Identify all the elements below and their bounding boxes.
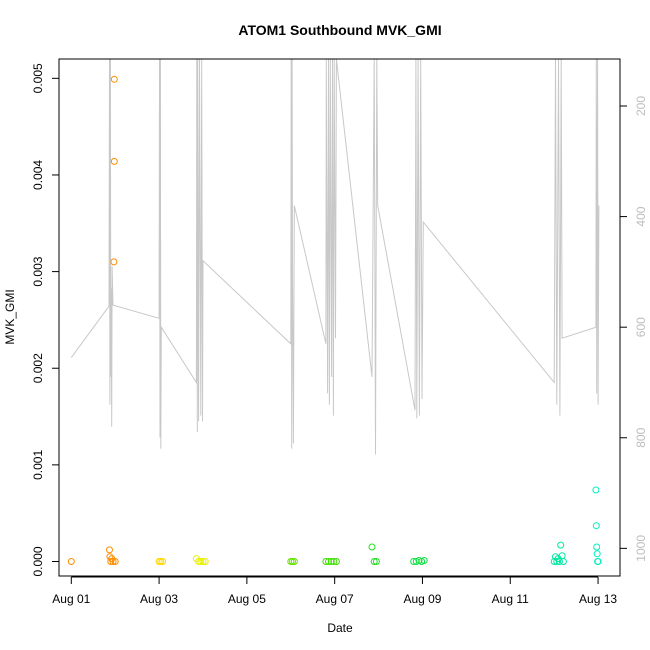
- x-axis-label: Date: [327, 621, 353, 635]
- data-point: [67, 558, 75, 565]
- data-point: [110, 157, 118, 165]
- y-tick-label: 0.002: [31, 353, 45, 383]
- data-point: [197, 558, 205, 565]
- plot-frame: [58, 58, 621, 577]
- data-point: [559, 558, 567, 565]
- x-tick-label: Aug 03: [140, 592, 178, 606]
- y2-tick-label: 600: [634, 317, 648, 337]
- y2-tick-label: 200: [634, 96, 648, 116]
- y-tick-label: 0.001: [31, 450, 45, 480]
- data-point: [555, 558, 563, 565]
- data-point: [327, 558, 335, 565]
- y-tick-label: 0.003: [31, 256, 45, 286]
- data-point: [290, 558, 298, 565]
- data-point: [593, 543, 601, 551]
- data-point: [106, 553, 114, 561]
- data-point: [372, 558, 380, 565]
- data-point: [594, 558, 602, 565]
- y-axis-label: MVK_GMI: [3, 289, 17, 344]
- data-point: [110, 75, 118, 83]
- y-tick-label: 0.005: [31, 63, 45, 93]
- points-layer: [67, 75, 602, 565]
- x-tick-label: Aug 05: [228, 592, 266, 606]
- y-axis-right: 200 400 600 800 1000: [619, 96, 648, 562]
- data-point: [593, 550, 601, 558]
- data-point: [110, 258, 118, 266]
- x-tick-label: Aug 01: [52, 592, 90, 606]
- data-point: [106, 546, 113, 554]
- depth-line-layer: [70, 58, 600, 455]
- data-point: [322, 558, 330, 565]
- data-point: [199, 558, 207, 565]
- data-point: [195, 558, 203, 565]
- y2-tick-label: 400: [634, 206, 648, 226]
- x-tick-label: Aug 11: [492, 592, 529, 606]
- data-point: [201, 558, 209, 565]
- data-point: [159, 558, 167, 565]
- data-point: [420, 557, 428, 564]
- x-axis: Aug 01 Aug 03 Aug 05 Aug 07 Aug 09 Aug 11 Aug …: [52, 576, 617, 606]
- y-tick-label: 0.004: [31, 160, 45, 190]
- data-point: [325, 558, 332, 565]
- x-tick-label: Aug 07: [316, 592, 354, 606]
- data-point: [370, 558, 378, 565]
- x-tick-label: Aug 13: [579, 592, 617, 606]
- y-tick-label: 0.000: [31, 546, 45, 576]
- x-tick-label: Aug 09: [403, 592, 441, 606]
- depth-line: [70, 58, 600, 455]
- chart-title: ATOM1 Southbound MVK_GMI: [238, 22, 441, 38]
- data-point: [592, 486, 600, 494]
- data-point: [557, 541, 565, 549]
- y2-tick-label: 800: [634, 427, 648, 447]
- data-point: [410, 558, 418, 565]
- data-point: [332, 558, 340, 565]
- data-point: [592, 522, 600, 530]
- data-point: [330, 558, 338, 565]
- data-point: [109, 558, 117, 565]
- y-axis-left: 0.000 0.001 0.002 0.003 0.004 0.005: [31, 63, 60, 577]
- data-point: [111, 558, 119, 565]
- y2-tick-label: 1000: [634, 535, 648, 562]
- data-point: [107, 558, 115, 565]
- data-point: [368, 543, 376, 551]
